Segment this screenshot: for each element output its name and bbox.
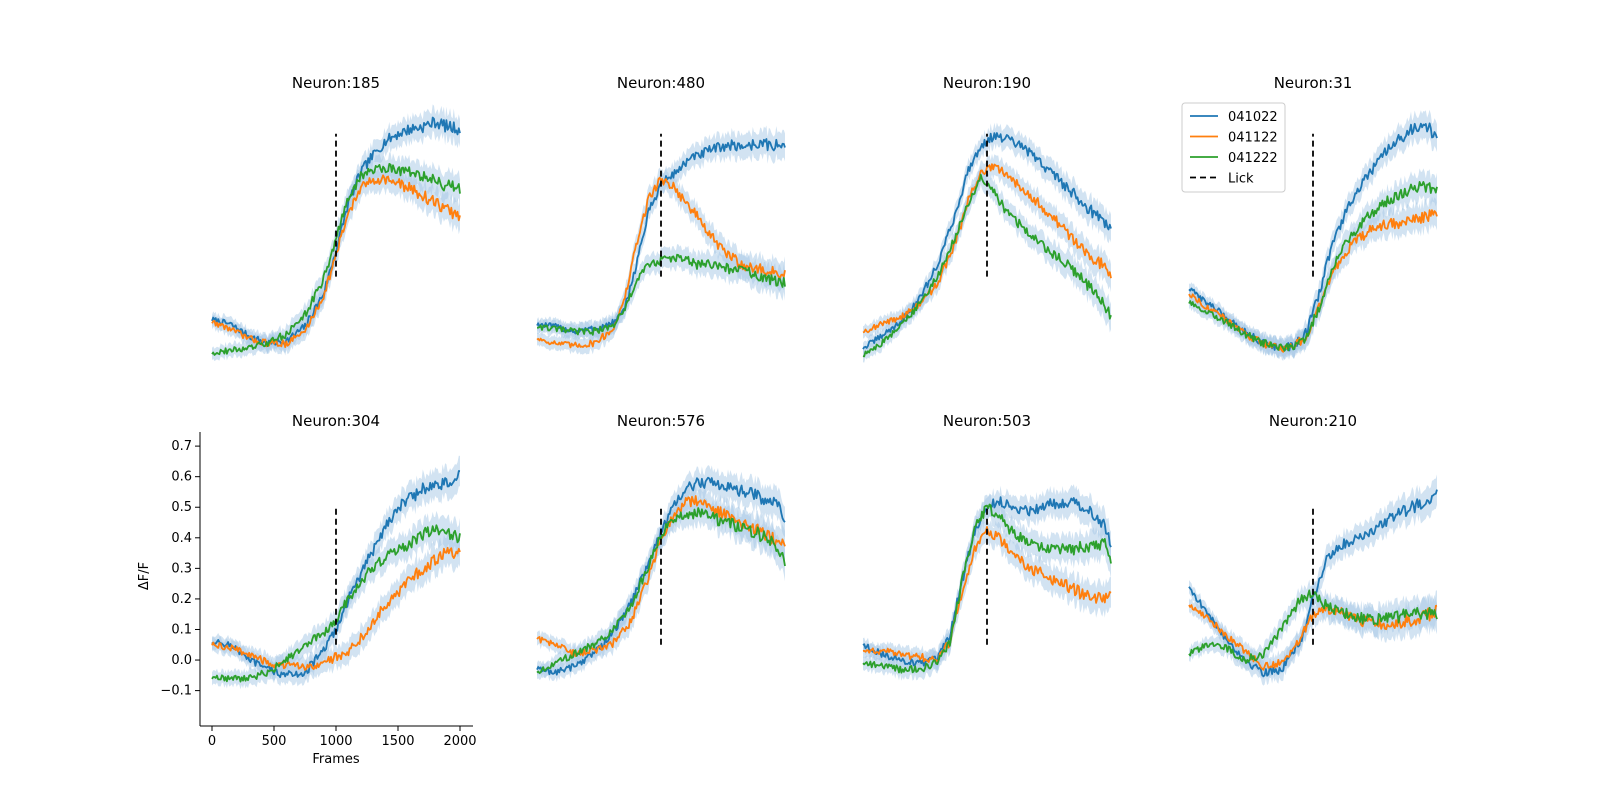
x-tick-label: 1500 xyxy=(381,734,414,749)
y-tick-label: 0.6 xyxy=(171,470,192,485)
sem-band-041222 xyxy=(212,152,460,362)
sem-band-041222 xyxy=(863,164,1111,363)
series-line-041222 xyxy=(211,163,461,356)
panel-3: Neuron:31 xyxy=(1188,74,1438,361)
axes: −0.1 0.0 0.1 0.2 0.3 0.4 0.5 0.6 0.7 0 500 1000 1500… xyxy=(137,432,477,767)
legend: 041022 041122 041222 Lick xyxy=(1181,102,1286,193)
sem-band-041122 xyxy=(212,163,460,356)
panel-title: Neuron:31 xyxy=(1274,74,1353,92)
panel-7: Neuron:210 xyxy=(1188,412,1438,686)
legend-item-lick: Lick xyxy=(1190,172,1254,187)
x-tick-label: 1000 xyxy=(319,734,352,749)
sem-band-041122 xyxy=(212,533,460,680)
panel-title: Neuron:210 xyxy=(1269,412,1357,430)
sem-band-041222 xyxy=(537,495,785,680)
sem-band-041022 xyxy=(863,122,1111,356)
x-axis-label: Frames xyxy=(312,752,360,767)
panel-4: Neuron:304 −0.1 0.0 0.1 0.2 0.3 0.4 0.5 0.6 0.7 0 5… xyxy=(137,412,477,767)
series-line-041122 xyxy=(211,546,461,671)
y-axis-label: ΔF/F xyxy=(137,562,152,590)
sem-band-041022 xyxy=(212,455,460,687)
legend-entries: 041022 041122 041222 Lick xyxy=(1190,110,1278,187)
sem-band-041222 xyxy=(1189,579,1437,672)
legend-item-041122: 041122 xyxy=(1190,131,1278,146)
panels: Neuron:185 Neuron:480 Neuron:190 Neuron:31 N… xyxy=(137,74,1438,767)
y-tick-label: −0.1 xyxy=(160,684,192,699)
sem-band-041222 xyxy=(212,510,460,690)
panel-title: Neuron:304 xyxy=(292,412,380,430)
series-line-041122 xyxy=(862,526,1112,663)
panel-1: Neuron:480 xyxy=(536,74,786,355)
legend-item-041022: 041022 xyxy=(1190,110,1278,125)
panel-title: Neuron:503 xyxy=(943,412,1031,430)
legend-label: 041122 xyxy=(1228,131,1278,146)
x-tick-label: 500 xyxy=(262,734,287,749)
series-line-041222 xyxy=(1188,589,1438,664)
sem-band-041222 xyxy=(537,244,785,343)
sem-band-041022 xyxy=(537,125,785,341)
legend-frame xyxy=(1181,102,1286,193)
panel-0: Neuron:185 xyxy=(211,74,461,362)
y-tick-label: 0.5 xyxy=(171,500,192,515)
panel-title: Neuron:190 xyxy=(943,74,1031,92)
y-tick-label: 0.3 xyxy=(171,561,192,576)
series-line-041222 xyxy=(862,503,1112,674)
panel-title: Neuron:185 xyxy=(292,74,380,92)
legend-label: 041222 xyxy=(1228,151,1278,166)
y-tick-label: 0.0 xyxy=(171,653,192,668)
panel-5: Neuron:576 xyxy=(536,412,786,683)
x-tick-label: 2000 xyxy=(443,734,476,749)
sem-band-041022 xyxy=(537,465,785,683)
x-tick-label: 0 xyxy=(208,734,216,749)
legend-item-041222: 041222 xyxy=(1190,151,1278,166)
sem-band-041022 xyxy=(1189,109,1437,360)
panel-title: Neuron:576 xyxy=(617,412,705,430)
y-tick-label: 0.4 xyxy=(171,531,192,546)
series-line-041222 xyxy=(536,507,786,674)
sem-band-041222 xyxy=(863,493,1111,681)
panel-title: Neuron:480 xyxy=(617,74,705,92)
series-line-041222 xyxy=(1188,181,1438,352)
sem-band-041122 xyxy=(1189,196,1437,361)
legend-label: Lick xyxy=(1228,172,1254,187)
panel-2: Neuron:190 xyxy=(862,74,1112,363)
y-tick-label: 0.2 xyxy=(171,592,192,607)
legend-label: 041022 xyxy=(1228,110,1278,125)
panel-6: Neuron:503 xyxy=(862,412,1112,681)
sem-band-041222 xyxy=(1189,168,1437,360)
y-tick-label: 0.7 xyxy=(171,439,192,454)
y-tick-label: 0.1 xyxy=(171,622,192,637)
